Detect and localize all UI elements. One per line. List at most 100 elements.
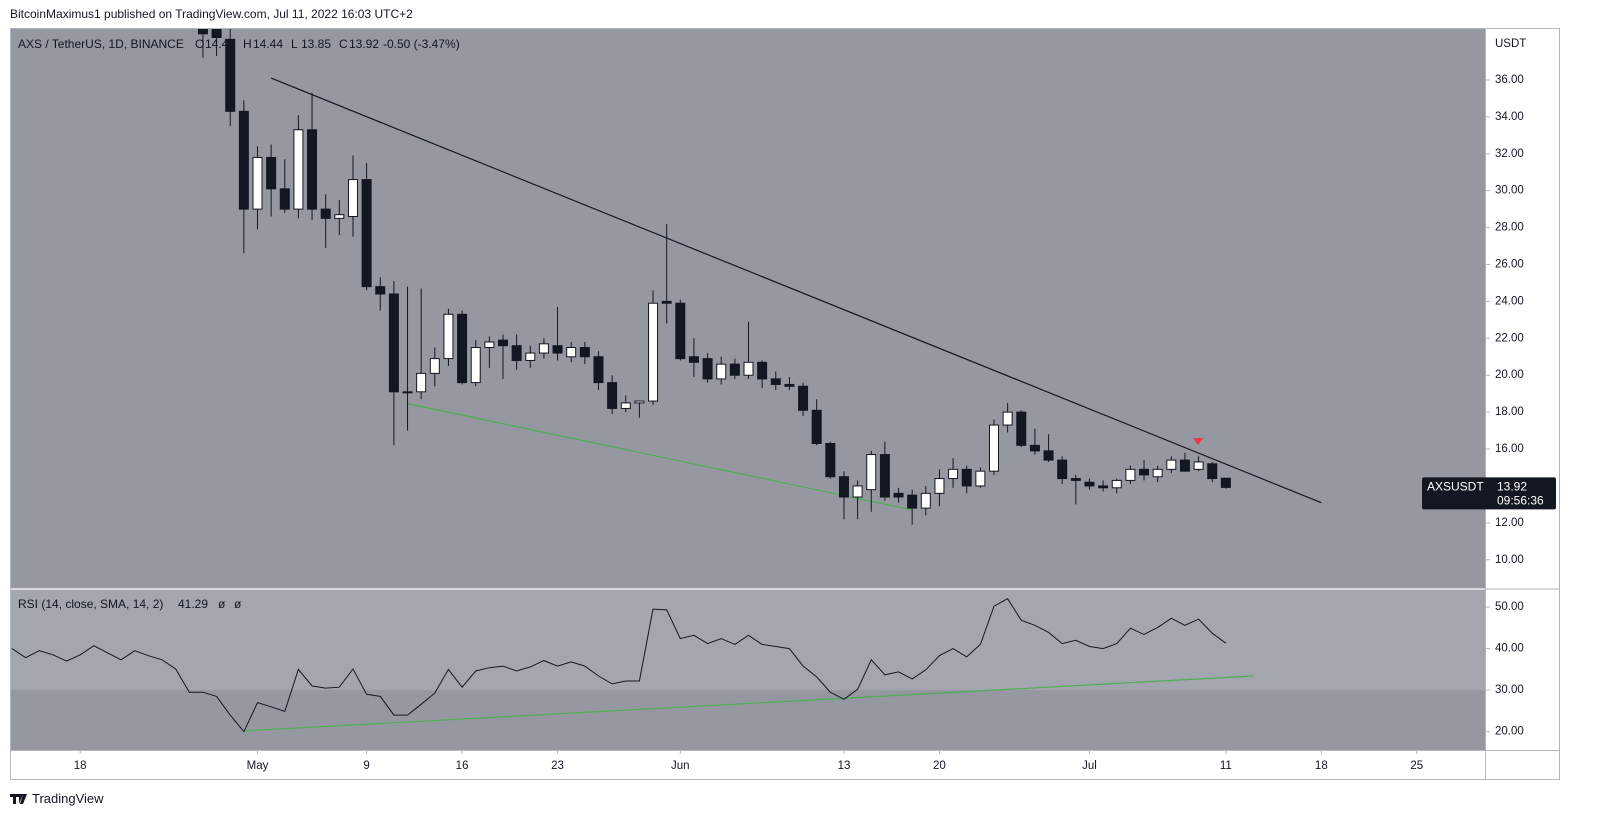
- candle-body: [920, 492, 931, 509]
- candle-body: [1111, 479, 1122, 489]
- legend: AXS / TetherUS, 1D, BINANCE O 14.42 H 14.44…: [18, 37, 460, 51]
- x-tick-label: 18: [74, 760, 87, 772]
- candle-body: [893, 492, 904, 498]
- candle-body: [511, 345, 522, 361]
- candle-body: [402, 391, 413, 394]
- x-tick-label: 16: [456, 760, 469, 772]
- candle-body: [825, 442, 836, 478]
- logo: TradingView: [10, 791, 104, 806]
- candle-body: [1098, 485, 1109, 489]
- ohlc-value: 14.42: [205, 37, 235, 51]
- candle-body: [907, 494, 918, 509]
- candle-body: [634, 400, 645, 404]
- candle-body: [948, 468, 959, 480]
- candle-body: [1070, 478, 1081, 481]
- x-tick-label: 20: [933, 760, 946, 772]
- ohlc-value: 13.92: [349, 37, 379, 51]
- y-tick-label: 34.00: [1495, 111, 1524, 123]
- ohlc-label: O: [195, 37, 204, 51]
- change: -0.50 (-3.47%): [383, 37, 460, 51]
- trendline: [407, 403, 913, 511]
- candle-body: [743, 361, 754, 376]
- axes: 10.0012.0014.0016.0018.0020.0022.0024.00…: [74, 74, 1556, 772]
- candle-body: [1179, 459, 1190, 472]
- y-tick-label: 30.00: [1495, 684, 1524, 696]
- y-tick-label: 28.00: [1495, 222, 1524, 234]
- candle-body: [607, 382, 618, 409]
- rsi-extra: ø: [234, 597, 242, 611]
- candle-body: [866, 454, 877, 491]
- candle-body: [729, 363, 740, 376]
- candle-body: [852, 485, 863, 498]
- candle-body: [1125, 468, 1136, 481]
- y-tick-label: 18.00: [1495, 406, 1524, 418]
- candle-body: [798, 385, 809, 411]
- candle-body: [307, 129, 318, 210]
- candle-body: [416, 372, 427, 393]
- y-tick-label: 40.00: [1495, 643, 1524, 655]
- candle-body: [1193, 461, 1204, 470]
- y-tick-label: 26.00: [1495, 259, 1524, 271]
- candle-body: [347, 179, 358, 218]
- price-tag-countdown: 09:56:36: [1497, 494, 1544, 508]
- candle-body: [566, 347, 577, 358]
- price-plot: [197, 29, 1322, 525]
- x-tick-label: May: [247, 760, 269, 772]
- y-tick-label: 24.00: [1495, 295, 1524, 307]
- signal-arrow: [1193, 438, 1203, 445]
- x-tick-label: 11: [1220, 760, 1232, 772]
- candle-body: [620, 402, 631, 409]
- symbol: AXS / TetherUS, 1D, BINANCE: [18, 37, 184, 51]
- candle-body: [470, 347, 481, 384]
- candle-body: [879, 454, 890, 498]
- y-tick-label: 30.00: [1495, 185, 1524, 197]
- y-tick-label: 50.00: [1495, 601, 1524, 613]
- candle-body: [320, 208, 331, 219]
- ohlc-label: C: [339, 37, 348, 51]
- x-tick-label: 23: [551, 760, 564, 772]
- candle-body: [661, 300, 672, 304]
- candle-body: [593, 356, 604, 384]
- candle-body: [211, 29, 222, 38]
- candle-body: [579, 347, 590, 358]
- ohlc-label: H: [243, 37, 252, 51]
- candle-body: [498, 339, 508, 347]
- candle-body: [293, 129, 304, 210]
- price-pane: [11, 29, 1485, 588]
- y-tick-label: 12.00: [1495, 517, 1524, 529]
- candle-body: [811, 409, 822, 444]
- candle-body: [238, 110, 249, 210]
- x-tick-label: Jul: [1082, 760, 1097, 772]
- candle-body: [989, 424, 999, 472]
- y-tick-label: 10.00: [1495, 554, 1524, 566]
- rsi-band: [11, 590, 1485, 691]
- price-tag: [1422, 477, 1556, 510]
- rsi-extra: ø: [218, 597, 226, 611]
- candle-body: [1152, 468, 1163, 478]
- rsi-title: RSI (14, close, SMA, 14, 2): [18, 597, 163, 611]
- candle-body: [716, 363, 727, 380]
- candle-body: [702, 358, 713, 380]
- candle-body: [552, 345, 563, 354]
- candle-body: [784, 383, 795, 387]
- candle-body: [1016, 411, 1027, 446]
- candle-body: [457, 313, 468, 384]
- y-tick-label: 32.00: [1495, 148, 1524, 160]
- y-tick-label: 20.00: [1495, 369, 1524, 381]
- x-tick-label: 13: [838, 760, 851, 772]
- candle-body: [975, 470, 986, 487]
- candle-body: [334, 214, 345, 219]
- candle-body: [225, 38, 236, 112]
- candle-body: [1220, 477, 1231, 488]
- price-tag-value: 13.92: [1497, 480, 1527, 494]
- candle-body: [484, 341, 495, 349]
- trendline: [270, 77, 1322, 504]
- ohlc-value: 13.85: [301, 37, 331, 51]
- candle-body: [770, 378, 781, 385]
- candle-body: [525, 352, 536, 361]
- candle-body: [838, 476, 849, 498]
- y-tick-label: 20.00: [1495, 726, 1524, 738]
- footer: TradingView: [32, 791, 104, 806]
- candle-body: [675, 302, 686, 360]
- x-tick-label: 18: [1315, 760, 1328, 772]
